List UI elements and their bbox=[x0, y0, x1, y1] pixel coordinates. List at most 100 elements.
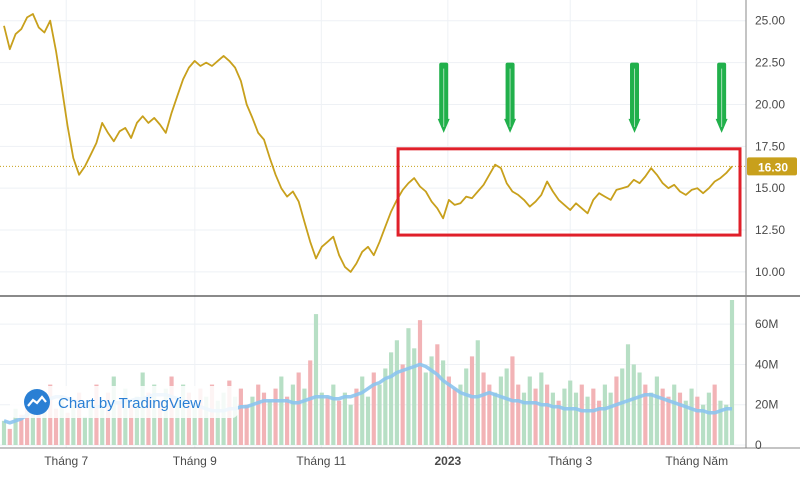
volume-bar bbox=[729, 300, 735, 445]
volume-bar bbox=[597, 400, 602, 445]
volume-bar bbox=[290, 384, 295, 445]
time-tick-label: Tháng 9 bbox=[173, 454, 217, 468]
down-arrow-icon bbox=[628, 62, 641, 133]
volume-bar bbox=[53, 408, 59, 445]
volume-bar bbox=[487, 384, 492, 445]
volume-bar bbox=[394, 340, 399, 445]
volume-bar bbox=[71, 404, 76, 445]
volume-bar bbox=[516, 384, 521, 445]
down-arrow-icon bbox=[715, 62, 728, 133]
volume-tick-label: 20M bbox=[755, 398, 778, 412]
volume-bar bbox=[348, 404, 353, 445]
volume-bar bbox=[608, 392, 613, 445]
volume-bar bbox=[677, 392, 683, 445]
volume-bar bbox=[325, 396, 330, 445]
volume-bar bbox=[204, 396, 209, 445]
volume-bar bbox=[446, 376, 451, 445]
time-tick-label: Tháng 11 bbox=[296, 454, 346, 468]
volume-bar bbox=[441, 360, 446, 445]
volume-bar bbox=[429, 356, 434, 445]
volume-bar bbox=[412, 348, 417, 445]
price-tick-label: 17.50 bbox=[755, 139, 785, 153]
volume-bar bbox=[637, 372, 642, 445]
volume-bar bbox=[383, 368, 388, 445]
volume-bar bbox=[360, 376, 365, 445]
volume-bar bbox=[625, 344, 631, 445]
volume-bar bbox=[504, 368, 509, 445]
volume-bar bbox=[354, 388, 359, 445]
time-tick-label: Tháng 3 bbox=[548, 454, 592, 468]
volume-bar bbox=[13, 408, 18, 445]
volume-bar bbox=[19, 414, 24, 445]
volume-bar bbox=[319, 392, 324, 445]
volume-bar bbox=[706, 392, 711, 445]
volume-bar bbox=[481, 372, 486, 445]
volume-bar bbox=[539, 372, 544, 445]
volume-bar bbox=[215, 400, 220, 445]
volume-bar bbox=[452, 388, 457, 445]
volume-bar bbox=[568, 380, 573, 445]
tradingview-branding[interactable]: Chart by TradingView bbox=[10, 386, 238, 418]
volume-bar bbox=[389, 352, 394, 445]
volume-bar bbox=[273, 388, 278, 445]
volume-bar bbox=[256, 384, 261, 445]
volume-bar bbox=[296, 372, 301, 445]
volume-bar bbox=[591, 388, 596, 445]
volume-bar bbox=[724, 404, 729, 445]
volume-bar bbox=[105, 392, 111, 445]
volume-bar bbox=[493, 392, 498, 445]
volume-bar bbox=[695, 396, 700, 445]
volume-bar bbox=[712, 384, 717, 445]
volume-bar bbox=[435, 344, 440, 445]
volume-bar bbox=[475, 340, 480, 445]
volume-bar bbox=[573, 392, 579, 445]
volume-bar bbox=[337, 400, 342, 445]
volume-bar bbox=[342, 392, 347, 445]
volume-bar bbox=[423, 372, 428, 445]
time-tick-label: Tháng Năm bbox=[665, 454, 728, 468]
volume-bar bbox=[302, 388, 307, 445]
volume-bar bbox=[643, 384, 648, 445]
volume-bar bbox=[458, 384, 463, 445]
annotation-box bbox=[396, 147, 742, 237]
volume-bar bbox=[683, 400, 688, 445]
volume-tick-label: 0 bbox=[755, 438, 762, 452]
volume-bar bbox=[279, 376, 284, 445]
volume-bar bbox=[614, 376, 619, 445]
volume-bar bbox=[469, 356, 475, 445]
volume-bar bbox=[129, 404, 134, 445]
volume-bar bbox=[175, 396, 180, 445]
price-line bbox=[0, 13, 746, 273]
price-tick-label: 20.00 bbox=[755, 97, 785, 111]
volume-bar bbox=[192, 404, 197, 445]
volume-bar bbox=[718, 400, 723, 445]
volume-bar bbox=[400, 364, 405, 445]
volume-bar bbox=[689, 388, 694, 445]
volume-bar bbox=[42, 394, 47, 445]
volume-bar bbox=[498, 376, 503, 445]
volume-bar bbox=[88, 400, 93, 445]
volume-bar bbox=[65, 412, 70, 445]
volume-bar bbox=[550, 392, 555, 445]
price-tick-label: 10.00 bbox=[755, 265, 785, 279]
price-tick-label: 12.50 bbox=[755, 223, 785, 237]
volume-bar bbox=[134, 396, 139, 445]
price-tick-label: 22.50 bbox=[755, 56, 785, 70]
volume-bar bbox=[371, 372, 376, 445]
last-price-label: 16.30 bbox=[758, 160, 788, 174]
volume-bar bbox=[654, 376, 659, 445]
volume-bar bbox=[545, 384, 550, 445]
volume-bar bbox=[701, 404, 706, 445]
volume-bar bbox=[7, 428, 12, 445]
time-tick-label: 2023 bbox=[435, 454, 462, 468]
volume-bar bbox=[267, 400, 272, 445]
volume-bar bbox=[620, 368, 625, 445]
volume-bar bbox=[186, 392, 191, 445]
volume-bar bbox=[238, 388, 243, 445]
volume-bar bbox=[233, 396, 238, 445]
volume-bar bbox=[146, 392, 151, 445]
volume-bar bbox=[77, 392, 82, 445]
